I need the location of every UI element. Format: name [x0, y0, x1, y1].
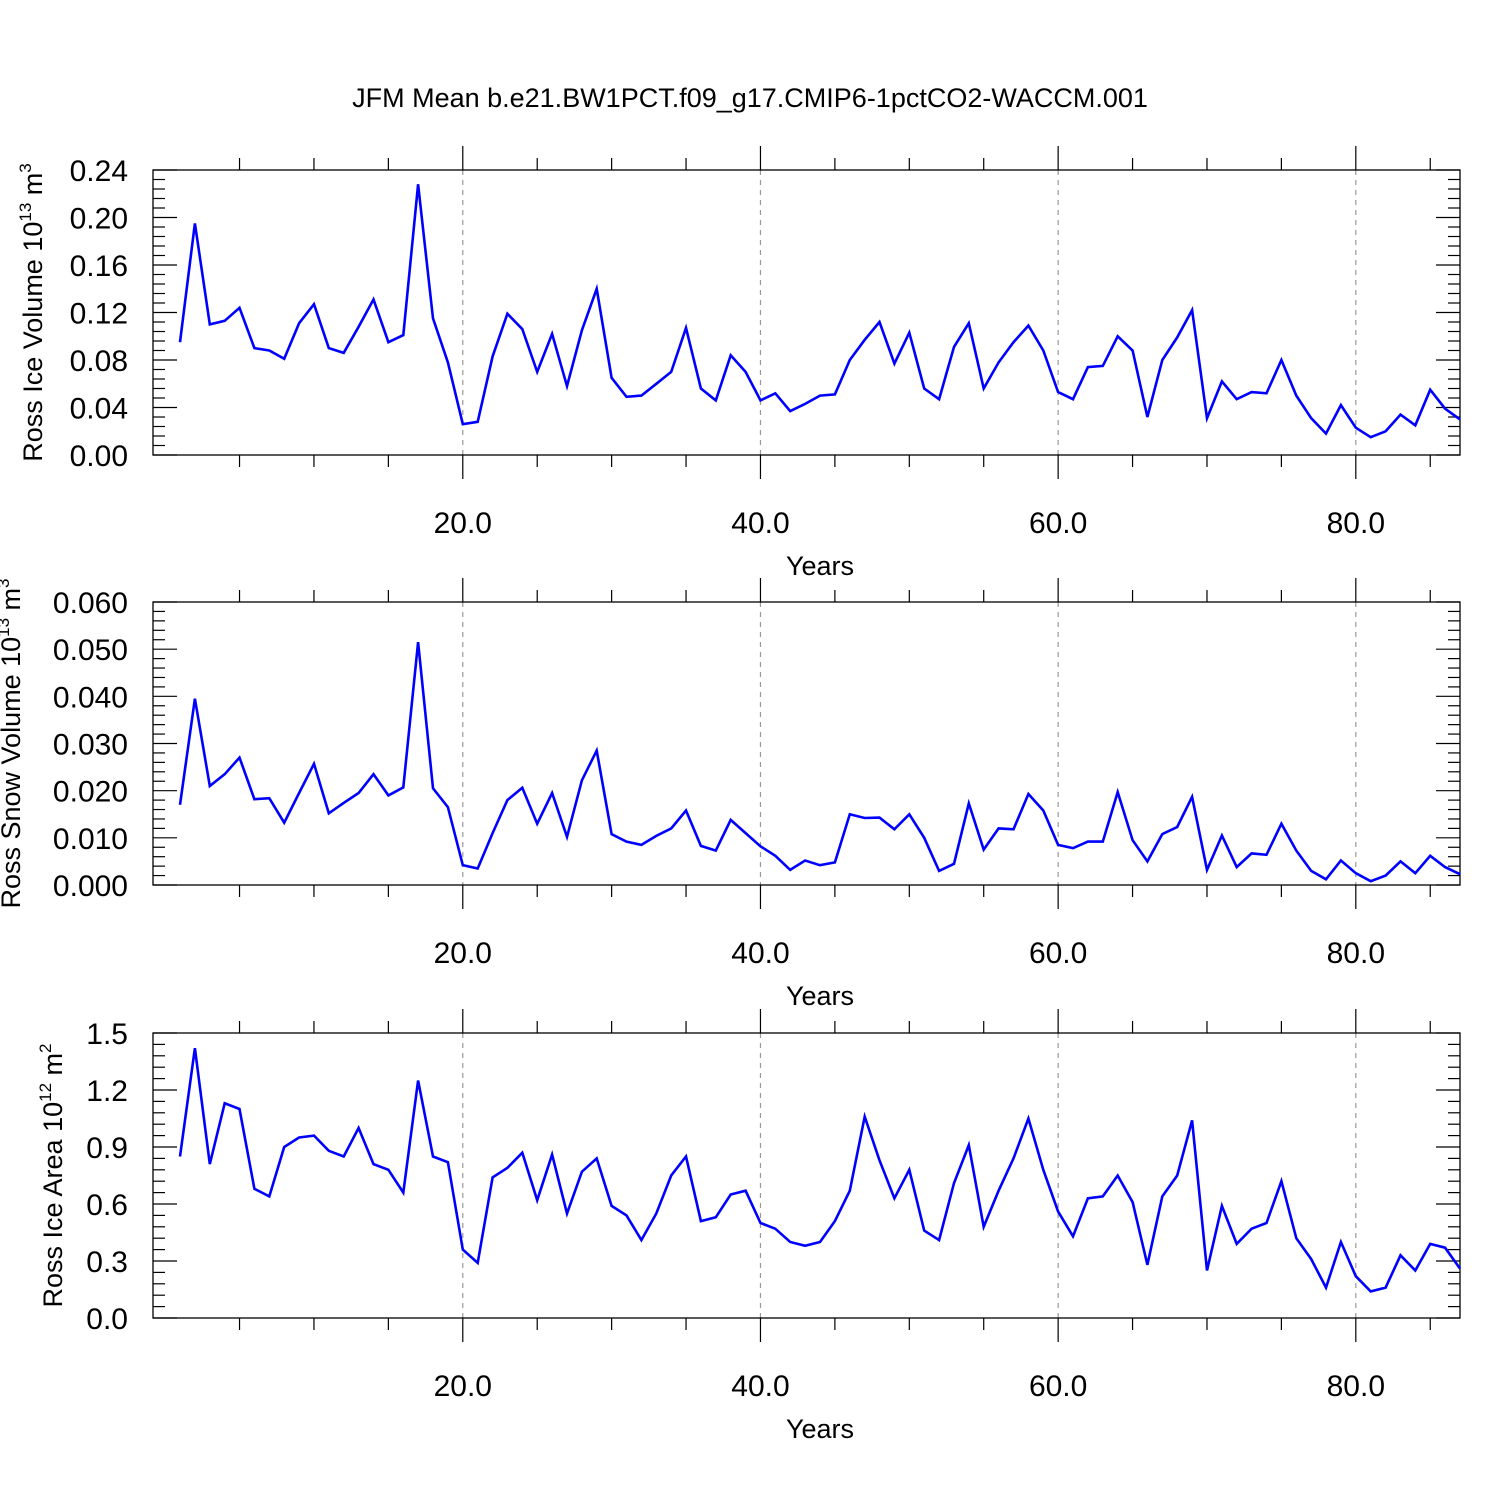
x-tick-label: 80.0 — [1327, 507, 1385, 540]
y-tick-label: 0.060 — [53, 587, 128, 620]
x-tick-label: 80.0 — [1327, 937, 1385, 970]
plot-frame — [152, 1032, 1461, 1319]
y-axis-label-text: Ross Snow Volume 10 — [0, 637, 26, 909]
y-tick-label: 0.020 — [53, 776, 128, 809]
x-tick-label: 40.0 — [731, 937, 789, 970]
y-tick-label: 0.00 — [70, 440, 128, 473]
y-tick-label: 1.5 — [86, 1018, 128, 1051]
y-tick-label: 0.3 — [86, 1246, 128, 1279]
y-tick-label: 0.000 — [53, 870, 128, 903]
y-axis-label-superscript: 3 — [16, 163, 35, 172]
y-tick-label: 1.2 — [86, 1075, 128, 1108]
y-axis-label-superscript: 13 — [0, 618, 13, 637]
y-tick-label: 0.04 — [70, 393, 128, 426]
plot-frame — [152, 601, 1461, 886]
series-line — [178, 641, 1461, 883]
x-tick-label: 40.0 — [731, 1370, 789, 1403]
y-tick-label: 0.6 — [86, 1189, 128, 1222]
y-tick-label: 0.0 — [86, 1303, 128, 1336]
series-line — [178, 184, 1461, 439]
y-axis-label-superscript: 13 — [16, 203, 35, 222]
y-axis-label-text: m — [0, 588, 26, 618]
panels: 20.0 40.0 60.0 80.0Years0.000.040.080.120.1… — [0, 146, 1462, 1444]
y-axis-label-text: Ross Ice Area 10 — [38, 1102, 68, 1308]
chart-panel-2: 20.0 40.0 60.0 80.0 Years 0.000 0.010 0.020 0.03… — [0, 578, 1461, 1011]
plot-frame — [152, 169, 1461, 456]
y-axis-label-superscript: 3 — [0, 578, 13, 587]
y-tick-label: 0.040 — [53, 681, 128, 714]
x-tick-label: 60.0 — [1029, 1370, 1087, 1403]
y-tick-label: 0.010 — [53, 823, 128, 856]
y-tick-label: 0.12 — [70, 298, 128, 331]
x-tick-label: 60.0 — [1029, 507, 1087, 540]
y-tick-label: 0.08 — [70, 345, 128, 378]
chart-panel-1: 20.0 40.0 60.0 80.0 Years 0.00 0.04 0.08 0.12 0.1… — [16, 146, 1461, 581]
x-axis-label: Years — [786, 1414, 854, 1444]
series-line — [178, 1048, 1462, 1293]
y-axis-label-superscript: 2 — [36, 1043, 55, 1052]
y-axis-label-text: m — [18, 173, 48, 203]
x-tick-label: 80.0 — [1327, 1370, 1385, 1403]
y-axis-label-superscript: 12 — [36, 1083, 55, 1102]
y-tick-label: 0.20 — [70, 203, 128, 236]
y-tick-label: 0.24 — [70, 155, 128, 188]
y-tick-label: 0.9 — [86, 1132, 128, 1165]
x-tick-label: 40.0 — [731, 507, 789, 540]
x-tick-label: 60.0 — [1029, 937, 1087, 970]
y-axis-label: Ross Ice Volume 1013 m3 — [16, 163, 48, 462]
chart-panel-3: 20.0 40.0 60.0 80.0 Years 0.0 0.3 0.6 0.9 1.2 1.5 R… — [36, 1009, 1462, 1444]
x-axis-label: Years — [786, 551, 854, 581]
x-tick-label: 20.0 — [434, 1370, 492, 1403]
x-tick-label: 20.0 — [434, 937, 492, 970]
y-tick-label: 0.050 — [53, 634, 128, 667]
y-axis-label: Ross Ice Area 1012 m2 — [36, 1043, 68, 1307]
y-axis-label: Ross Snow Volume 1013 m3 — [0, 578, 26, 908]
figure-title: JFM Mean b.e21.BW1PCT.f09_g17.CMIP6-1pct… — [352, 83, 1148, 113]
y-tick-label: 0.16 — [70, 250, 128, 283]
x-axis-label: Years — [786, 981, 854, 1011]
x-tick-label: 20.0 — [434, 507, 492, 540]
y-axis-label-text: m — [38, 1053, 68, 1083]
y-axis-label-text: Ross Ice Volume 10 — [18, 222, 48, 462]
y-tick-label: 0.030 — [53, 729, 128, 762]
